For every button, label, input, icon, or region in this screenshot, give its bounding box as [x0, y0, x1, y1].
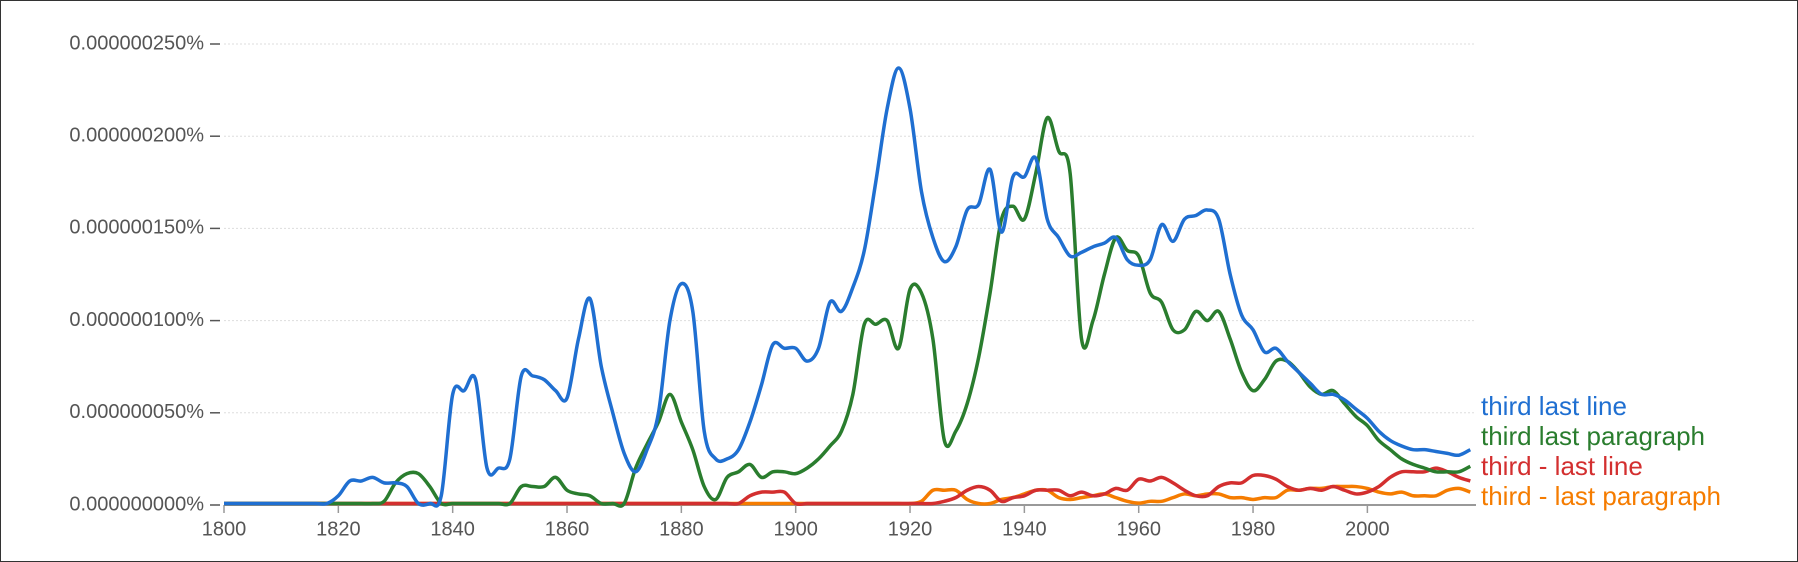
x-tick-label: 1880 — [659, 518, 704, 540]
legend-label: third - last line — [1481, 451, 1643, 481]
y-tick-label: 0.000000000% — [69, 493, 204, 515]
legend-label: third last paragraph — [1481, 421, 1705, 451]
y-tick-label: 0.000000050% — [69, 401, 204, 423]
x-tick-label: 1900 — [773, 518, 818, 540]
y-tick-label: 0.000000150% — [69, 217, 204, 239]
x-tick-label: 1800 — [202, 518, 247, 540]
x-tick-label: 1820 — [316, 518, 361, 540]
x-tick-label: 1860 — [545, 518, 590, 540]
series-line — [224, 66, 1472, 508]
y-tick-label: 0.000000100% — [69, 309, 204, 331]
y-tick-label: 0.000000200% — [69, 124, 204, 146]
legend-label: third last line — [1481, 391, 1627, 421]
legend-label: third - last paragraph — [1481, 481, 1721, 511]
series-line — [224, 115, 1472, 508]
x-tick-label: 1980 — [1231, 518, 1276, 540]
x-tick-label: 1920 — [888, 518, 933, 540]
x-tick-label: 1840 — [430, 518, 475, 540]
x-tick-label: 1940 — [1002, 518, 1047, 540]
y-tick-label: 0.000000250% — [69, 32, 204, 54]
x-tick-label: 1960 — [1116, 518, 1161, 540]
x-tick-label: 2000 — [1345, 518, 1390, 540]
